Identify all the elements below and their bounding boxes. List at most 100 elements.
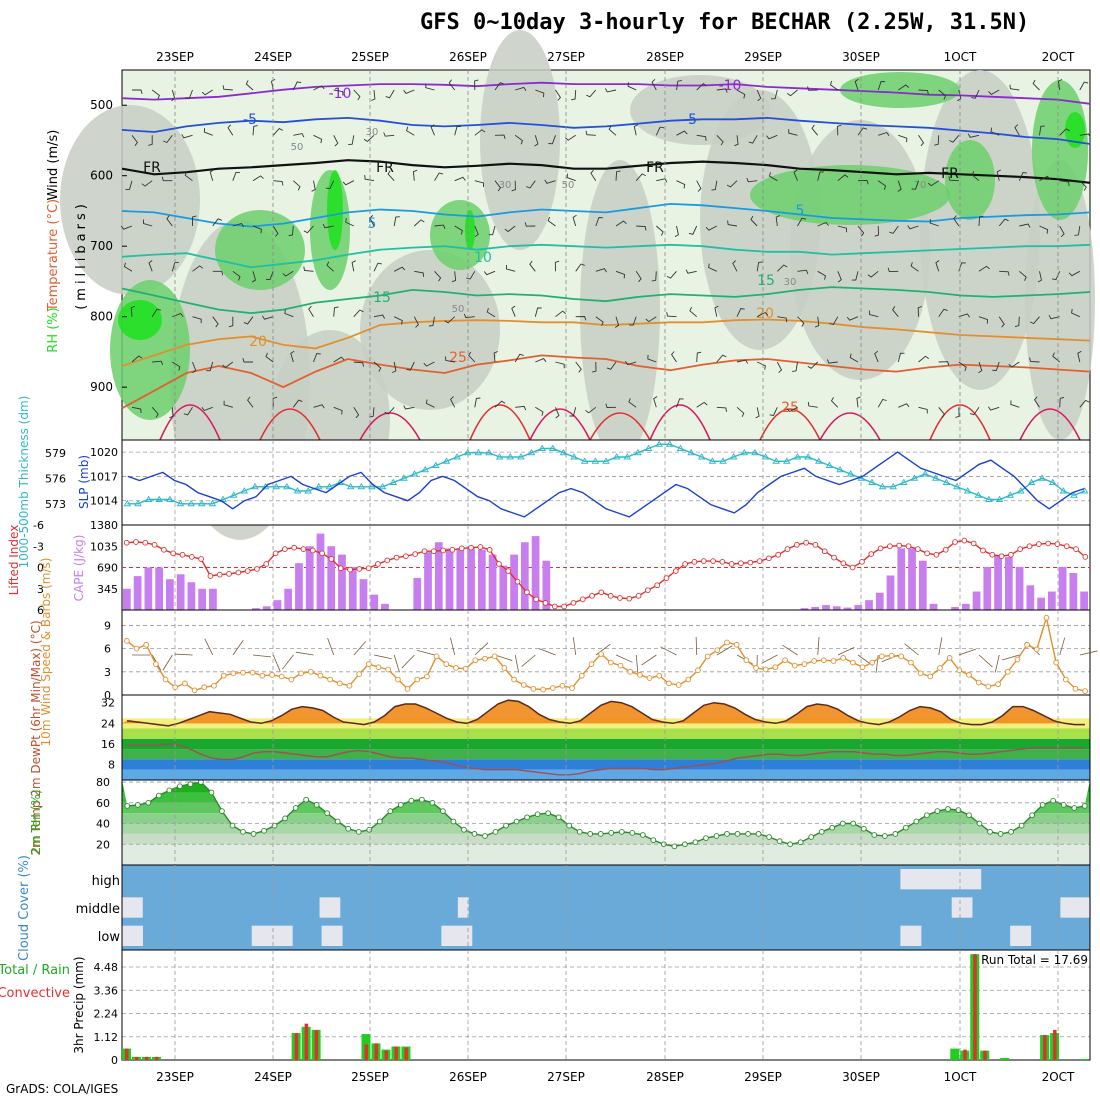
wind-barb bbox=[671, 351, 677, 363]
wind-barb bbox=[425, 399, 435, 408]
wind-barb bbox=[1014, 316, 1020, 328]
lifted-index-series-point bbox=[868, 551, 875, 557]
wind-barb bbox=[605, 403, 617, 408]
wind-barb bbox=[123, 262, 133, 272]
thickness-series-point bbox=[549, 444, 557, 451]
cape-bar bbox=[187, 582, 196, 610]
cloud-clear-cell bbox=[321, 925, 333, 946]
wind-speed-series-point bbox=[143, 641, 150, 648]
lifted-index-series-point bbox=[961, 537, 968, 544]
cape-bar bbox=[424, 552, 432, 610]
wind-barb bbox=[775, 215, 781, 227]
temp-tick-label: 8 bbox=[108, 759, 115, 772]
wind-barb bbox=[857, 127, 868, 136]
wind-tick-label: 9 bbox=[104, 619, 111, 632]
wind-barb bbox=[351, 260, 356, 272]
rh-series-point bbox=[461, 826, 467, 833]
lifted-index-series-point bbox=[589, 592, 595, 599]
thickness-series-point bbox=[963, 487, 972, 494]
wind-barb bbox=[272, 396, 278, 408]
wind-barb bbox=[511, 305, 516, 317]
surface-wind-barb bbox=[978, 654, 993, 668]
wind-barb bbox=[333, 356, 345, 363]
wind-barb bbox=[526, 180, 536, 189]
rh-series-point bbox=[134, 802, 141, 808]
precip-convective-bar bbox=[364, 1044, 368, 1060]
wind-axis-title: 10m Wind Speed & Barbs (m/s) bbox=[39, 558, 53, 747]
lifted-index-series-point bbox=[319, 550, 325, 557]
surface-wind-barb bbox=[817, 637, 820, 656]
wind-barb bbox=[726, 180, 738, 188]
rh-contour-label: 30 bbox=[499, 180, 512, 191]
li-tick-label: 3 bbox=[37, 583, 44, 596]
wind-speed-series-point bbox=[346, 682, 353, 689]
wind-barb bbox=[938, 407, 945, 418]
precip-tick-label: 2.24 bbox=[94, 1008, 119, 1021]
wind-barb bbox=[132, 89, 143, 95]
wind-barb bbox=[282, 270, 294, 277]
isotherm-line-15 bbox=[121, 286, 1091, 315]
wind-speed-series-point bbox=[123, 638, 130, 644]
wind-speed-series-point bbox=[637, 672, 643, 678]
rh-series-point bbox=[639, 832, 646, 838]
wind-speed-series-point bbox=[520, 682, 527, 688]
wind-barb bbox=[696, 180, 702, 192]
thickness-axis-title-group: 1000-500mb Thickness (dm) bbox=[17, 396, 31, 569]
wind-barb bbox=[245, 80, 254, 91]
wind-barb bbox=[999, 270, 1010, 276]
isotherm-label: 15 bbox=[757, 273, 775, 289]
wind-barb bbox=[444, 356, 455, 363]
cape-bar bbox=[908, 548, 916, 610]
surface-wind-barb bbox=[162, 654, 173, 671]
wind-barb bbox=[192, 361, 197, 374]
lifted-index-series-point bbox=[533, 596, 540, 603]
cape-axis-title: CAPE (J/kg) bbox=[72, 535, 86, 602]
lifted-index-series-point bbox=[1082, 554, 1089, 560]
wind-speed-series-point bbox=[724, 639, 730, 646]
wind-barb bbox=[161, 176, 173, 182]
isotherm-label: -10 bbox=[719, 78, 742, 94]
wind-barb bbox=[514, 353, 524, 363]
thickness-series-point bbox=[208, 499, 217, 507]
wind-barb bbox=[971, 89, 980, 99]
wind-barb bbox=[897, 352, 905, 363]
wind-barb bbox=[768, 172, 778, 182]
cloud-clear-cell bbox=[1060, 897, 1072, 918]
wind-barb bbox=[696, 351, 702, 363]
lifted-index-series-point bbox=[430, 548, 437, 555]
wind-barb bbox=[272, 128, 284, 136]
thickness-series-point bbox=[814, 457, 823, 464]
wind-barb bbox=[474, 180, 484, 187]
wind-speed-series-point bbox=[588, 661, 595, 667]
wind-barb bbox=[151, 89, 160, 100]
cape-tick-label: 1035 bbox=[90, 540, 118, 553]
wind-barb bbox=[434, 172, 444, 181]
wind-barb bbox=[807, 361, 819, 369]
wind-barb bbox=[575, 263, 585, 272]
lifted-index-series-point bbox=[645, 587, 651, 594]
wind-barb bbox=[953, 215, 960, 227]
isotherm-label: 20 bbox=[249, 334, 267, 350]
lifted-index-series-point bbox=[617, 595, 623, 601]
surface-wind-barb bbox=[174, 653, 193, 656]
cloud-clear-cell bbox=[910, 869, 922, 890]
thickness-series-point bbox=[783, 457, 791, 464]
lifted-index-series-point bbox=[216, 571, 223, 578]
thickness-series-point bbox=[442, 457, 451, 464]
rh-contour-label: 30 bbox=[366, 127, 379, 138]
surface-wind-barb bbox=[572, 637, 577, 656]
cape-bar bbox=[198, 588, 207, 610]
wind-barb bbox=[311, 180, 316, 192]
wind-barb bbox=[756, 89, 762, 102]
rh-axis-title-group: 2m RH (%) bbox=[29, 789, 43, 854]
thickness-series-point bbox=[666, 440, 674, 447]
cape-bar bbox=[123, 588, 131, 610]
lifted-index-series-point bbox=[980, 547, 986, 554]
cape-bar bbox=[520, 542, 529, 610]
lifted-index-series-point bbox=[170, 550, 177, 557]
isotherm-label: 5 bbox=[368, 216, 377, 232]
wind-barb bbox=[564, 134, 576, 141]
wind-speed-series-point bbox=[395, 676, 401, 683]
thickness-series-point bbox=[378, 482, 387, 490]
thickness-series-point bbox=[921, 470, 929, 477]
